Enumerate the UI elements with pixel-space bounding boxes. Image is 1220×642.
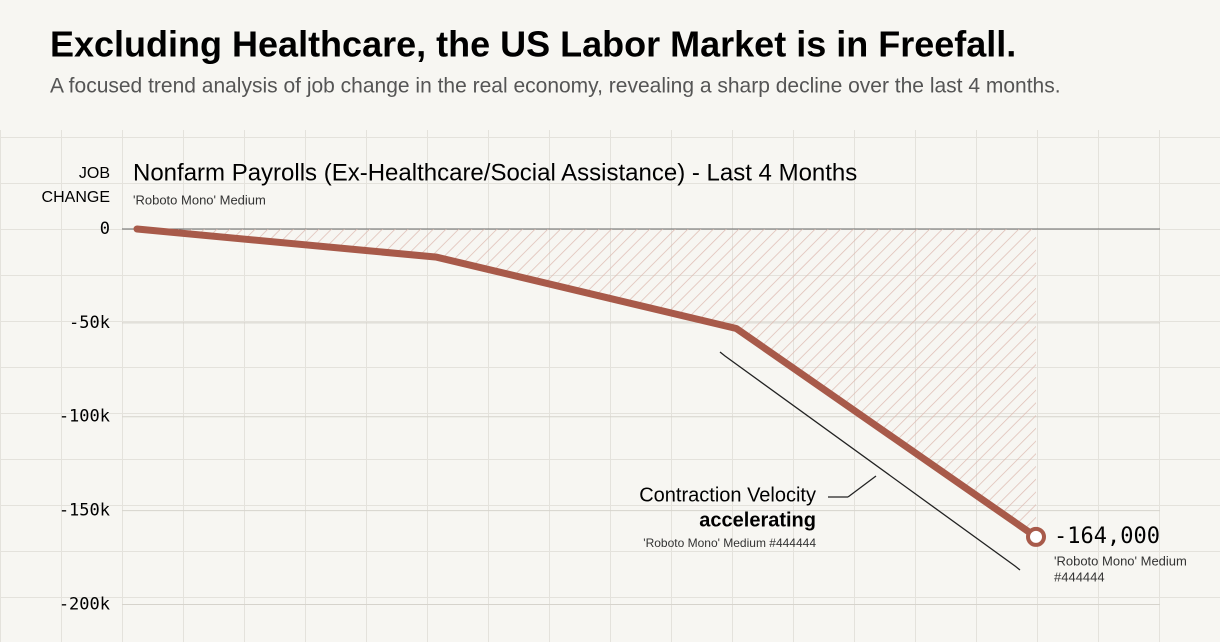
- callout-line: [847, 475, 877, 498]
- font-note: 'Roboto Mono' Medium #444444: [643, 536, 816, 550]
- bracket: [719, 351, 1021, 571]
- chart-title: Nonfarm Payrolls (Ex-Healthcare/Social A…: [133, 159, 857, 186]
- area-fill: [137, 229, 1036, 537]
- end-point: [1026, 526, 1046, 547]
- line: [133, 225, 1040, 541]
- font-note: 'Roboto Mono' Medium: [133, 192, 266, 207]
- y-tick-label: 0: [100, 219, 110, 239]
- title: Excluding Healthcare, the US Labor Marke…: [50, 24, 1016, 65]
- y-tick-label: -150k: [59, 501, 110, 521]
- y-tick-label: -50k: [69, 313, 110, 333]
- y-axis-label: JOB: [79, 165, 110, 182]
- y-axis-label: CHANGE: [42, 189, 110, 206]
- value-label: -164,000: [1054, 524, 1160, 549]
- y-tick-label: -200k: [59, 594, 110, 614]
- plot: 0 -50k -100k -150k -200k -164,000: [59, 219, 1160, 614]
- annotation: accelerating: [699, 509, 816, 531]
- annotation: Contraction Velocity: [639, 484, 816, 506]
- subtitle: A focused trend analysis of job change i…: [50, 75, 1061, 98]
- font-note: 'Roboto Mono' Medium: [1054, 553, 1187, 568]
- y-tick-label: -100k: [59, 407, 110, 427]
- font-note: #444444: [1054, 569, 1105, 584]
